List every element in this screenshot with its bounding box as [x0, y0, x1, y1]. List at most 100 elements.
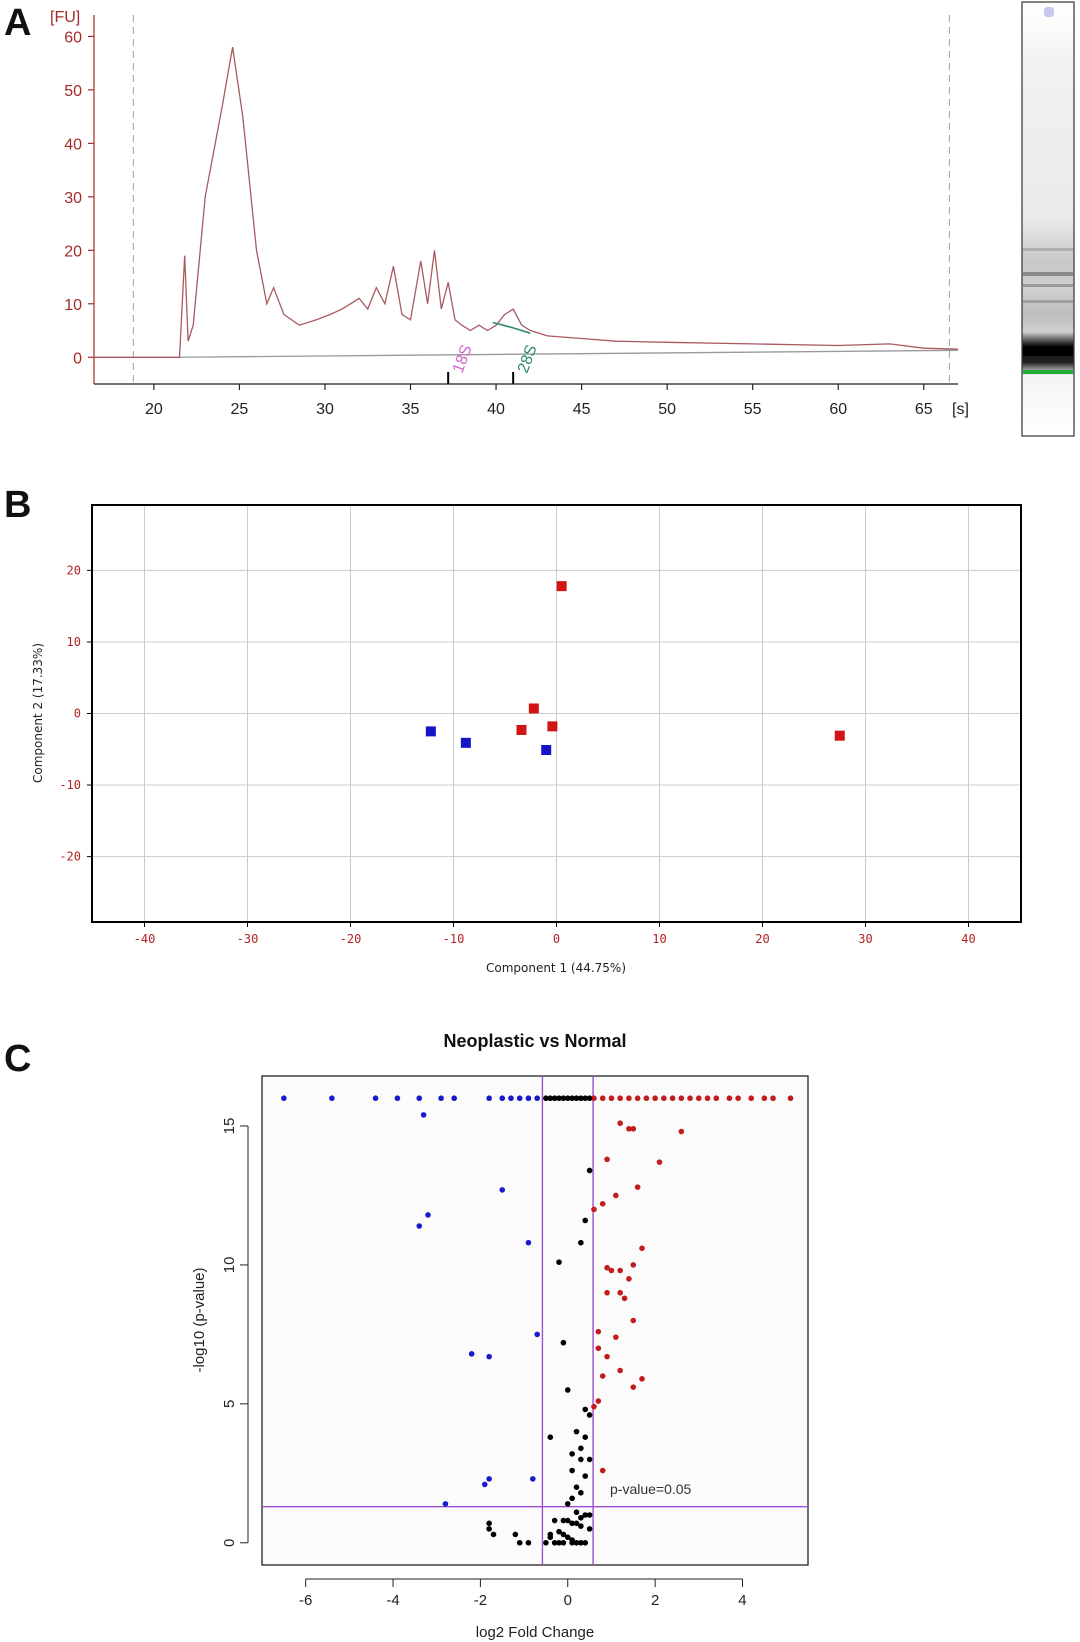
- y-tick-label: 10: [221, 1257, 238, 1274]
- volcano-point-down: [372, 1095, 379, 1102]
- panel-c-label: C: [4, 1038, 32, 1080]
- volcano-point-up: [678, 1128, 685, 1135]
- volcano-point-ns: [516, 1539, 523, 1546]
- volcano-point-ns: [547, 1534, 554, 1541]
- pca-chart: -40 -30 -20 -10 0 10 20 30 40 -20 -10 0 10 20 Compone…: [31, 504, 1022, 975]
- volcano-point-up: [617, 1289, 623, 1296]
- volcano-point-up: [748, 1095, 755, 1102]
- volcano-point-down: [416, 1095, 423, 1102]
- volcano-point-ns: [578, 1456, 584, 1463]
- volcano-point-ns: [578, 1539, 584, 1546]
- volcano-point-up: [787, 1095, 794, 1102]
- volcano-point-ns: [486, 1526, 492, 1532]
- volcano-point-down: [530, 1476, 536, 1482]
- x-tick-label: 65: [915, 401, 933, 418]
- x-tick-label: -30: [237, 932, 259, 946]
- volcano-x-axis-label: log2 Fold Change: [476, 1624, 594, 1641]
- volcano-point-up: [621, 1295, 628, 1302]
- volcano-point-ns: [525, 1539, 532, 1546]
- volcano-point-ns: [547, 1434, 554, 1440]
- volcano-point-down: [425, 1212, 431, 1218]
- volcano-point-up: [604, 1156, 610, 1163]
- volcano-point-down: [486, 1476, 492, 1482]
- volcano-point-ns: [586, 1512, 593, 1518]
- y-tick-label: -10: [59, 778, 81, 792]
- volcano-point-down: [438, 1095, 444, 1102]
- y-tick-label: 0: [73, 350, 82, 367]
- 28s-peak-fit: [492, 321, 531, 334]
- x-tick-label: 35: [402, 401, 420, 418]
- volcano-point-up: [630, 1384, 637, 1390]
- pca-point-blue: [541, 744, 552, 755]
- volcano-point-ns: [564, 1517, 571, 1524]
- volcano-point-up: [770, 1095, 776, 1102]
- y-tick-label: 60: [64, 29, 82, 46]
- pca-point-blue: [425, 726, 436, 737]
- p-value-threshold-label: p-value=0.05: [610, 1481, 692, 1497]
- gel-lane-frame: [1021, 1, 1075, 437]
- volcano-point-down: [416, 1223, 423, 1229]
- volcano-point-ns: [573, 1520, 580, 1527]
- volcano-point-ns: [564, 1095, 571, 1102]
- volcano-point-down: [451, 1095, 457, 1102]
- volcano-point-ns: [569, 1495, 575, 1502]
- marker-label-28s: 28S: [515, 343, 541, 376]
- volcano-point-up: [669, 1095, 676, 1102]
- volcano-point-ns: [556, 1539, 562, 1546]
- volcano-point-ns: [556, 1259, 562, 1265]
- volcano-point-up: [643, 1095, 650, 1102]
- volcano-point-ns: [551, 1095, 558, 1102]
- volcano-point-ns: [582, 1217, 589, 1224]
- volcano-point-ns: [573, 1509, 580, 1516]
- x-tick-label: 30: [858, 932, 872, 946]
- pca-point-red: [547, 721, 558, 732]
- x-tick-label: 0: [553, 932, 560, 946]
- volcano-point-down: [508, 1095, 514, 1102]
- y-tick-label: 20: [64, 243, 82, 260]
- volcano-point-ns: [573, 1428, 580, 1435]
- volcano-point-down: [394, 1095, 401, 1102]
- x-tick-label: 4: [738, 1592, 746, 1609]
- volcano-y-axis-label: -log10 (p-value): [191, 1267, 208, 1372]
- volcano-point-down: [420, 1112, 427, 1118]
- volcano-point-down: [486, 1353, 492, 1360]
- x-tick-label: 2: [651, 1592, 659, 1609]
- volcano-point-up: [591, 1403, 597, 1410]
- pca-point-red: [516, 724, 527, 735]
- volcano-point-up: [613, 1334, 619, 1340]
- volcano-point-up: [613, 1192, 619, 1199]
- volcano-point-ns: [582, 1512, 589, 1518]
- gel-band-4: [1023, 300, 1073, 303]
- x-tick-label: 25: [231, 401, 249, 418]
- volcano-point-ns: [551, 1517, 558, 1524]
- volcano-point-up: [599, 1467, 606, 1474]
- volcano-point-up: [599, 1373, 606, 1379]
- volcano-point-down: [534, 1095, 540, 1102]
- volcano-point-ns: [582, 1434, 589, 1440]
- volcano-point-ns: [543, 1095, 549, 1102]
- y-tick-label: 40: [64, 136, 82, 153]
- volcano-point-up: [661, 1095, 667, 1102]
- volcano-point-up: [630, 1317, 637, 1324]
- volcano-point-up: [604, 1353, 610, 1360]
- gel-band-3: [1023, 284, 1073, 287]
- volcano-point-up: [761, 1095, 768, 1102]
- volcano-point-up: [608, 1095, 615, 1102]
- volcano-point-up: [713, 1095, 720, 1102]
- y-tick-label: 5: [221, 1400, 238, 1408]
- volcano-point-up: [626, 1125, 632, 1132]
- volcano-point-up: [687, 1095, 693, 1102]
- volcano-point-ns: [560, 1517, 567, 1524]
- volcano-point-ns: [582, 1473, 589, 1479]
- volcano-point-up: [704, 1095, 711, 1102]
- volcano-point-down: [442, 1501, 449, 1507]
- volcano-point-ns: [560, 1339, 567, 1346]
- volcano-point-ns: [547, 1095, 554, 1102]
- y-tick-label: 0: [74, 707, 81, 721]
- volcano-point-ns: [556, 1528, 562, 1535]
- volcano-point-down: [499, 1095, 506, 1102]
- x-tick-label: -10: [443, 932, 465, 946]
- volcano-point-ns: [569, 1467, 575, 1474]
- volcano-point-up: [678, 1095, 685, 1102]
- volcano-point-up: [630, 1125, 637, 1132]
